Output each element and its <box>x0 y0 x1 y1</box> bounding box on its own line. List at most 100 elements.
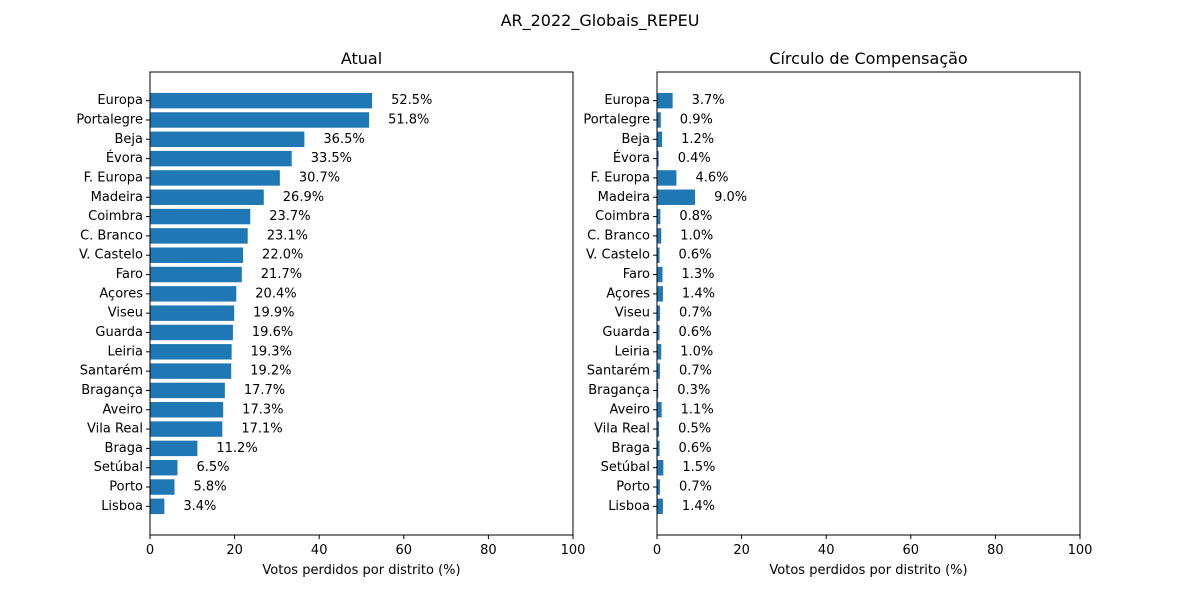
right-bar-13 <box>657 344 662 360</box>
right-x-tick-label-5: 100 <box>1068 543 1093 558</box>
right-value-label-6: 0.8% <box>679 209 712 224</box>
right-bar-8 <box>657 247 660 263</box>
left-value-label-1: 51.8% <box>388 112 429 127</box>
right-bar-5 <box>657 189 696 205</box>
right-value-label-3: 0.4% <box>678 151 711 166</box>
right-x-tick-label-2: 40 <box>818 543 835 558</box>
right-bar-11 <box>657 305 660 321</box>
left-value-label-7: 23.1% <box>267 228 308 243</box>
right-chart-title: Círculo de Compensação <box>769 49 967 68</box>
left-category-label-6: Coimbra <box>88 209 143 224</box>
right-bar-12 <box>657 324 660 341</box>
right-bar-4 <box>657 170 677 186</box>
right-x-tick-label-1: 20 <box>733 543 750 558</box>
right-value-label-16: 1.1% <box>681 402 714 417</box>
right-category-label-17: Vila Real <box>594 422 650 437</box>
right-category-label-10: Açores <box>606 286 650 301</box>
left-value-label-4: 30.7% <box>299 170 340 185</box>
left-value-label-16: 17.3% <box>242 402 283 417</box>
left-value-label-12: 19.6% <box>252 325 293 340</box>
right-category-label-7: C. Branco <box>587 228 650 243</box>
left-bar-6 <box>150 208 251 225</box>
right-bar-19 <box>657 459 664 476</box>
right-value-label-19: 1.5% <box>682 460 715 475</box>
right-value-label-17: 0.5% <box>678 422 711 437</box>
right-bar-16 <box>657 402 662 418</box>
right-bar-17 <box>657 421 660 437</box>
left-category-label-12: Guarda <box>95 325 143 340</box>
right-category-label-9: Faro <box>623 267 650 282</box>
left-value-label-15: 17.7% <box>244 383 285 398</box>
right-category-label-3: Évora <box>613 150 650 166</box>
left-category-label-13: Leiria <box>107 344 143 359</box>
right-value-label-21: 1.4% <box>682 499 715 514</box>
right-bar-3 <box>657 150 659 167</box>
left-bar-0 <box>150 92 373 109</box>
right-value-label-14: 0.7% <box>679 364 712 379</box>
left-value-label-5: 26.9% <box>283 190 324 205</box>
right-x-tick-label-3: 60 <box>903 543 920 558</box>
left-bar-7 <box>150 228 248 244</box>
left-bar-4 <box>150 170 280 186</box>
right-value-label-8: 0.6% <box>679 248 712 263</box>
right-bar-10 <box>657 286 663 302</box>
right-value-label-7: 1.0% <box>680 228 713 243</box>
left-value-label-19: 6.5% <box>196 460 229 475</box>
right-value-label-2: 1.2% <box>681 132 714 147</box>
left-bar-18 <box>150 440 198 457</box>
left-bar-10 <box>150 286 237 302</box>
left-bar-9 <box>150 266 242 283</box>
right-x-tick-label-4: 80 <box>987 543 1004 558</box>
left-bar-21 <box>150 498 165 515</box>
right-bar-0 <box>657 92 673 109</box>
right-bar-2 <box>657 131 663 148</box>
left-category-label-3: Évora <box>106 150 143 166</box>
left-value-label-10: 20.4% <box>255 286 296 301</box>
left-value-label-8: 22.0% <box>262 248 303 263</box>
left-category-label-16: Aveiro <box>103 402 143 417</box>
left-category-label-1: Portalegre <box>76 112 143 127</box>
right-value-label-4: 4.6% <box>695 170 728 185</box>
right-category-label-11: Viseu <box>615 306 650 321</box>
right-category-label-2: Beja <box>622 132 651 147</box>
left-category-label-18: Braga <box>105 441 143 456</box>
left-category-label-7: C. Branco <box>80 228 143 243</box>
right-value-label-13: 1.0% <box>680 344 713 359</box>
left-value-label-20: 5.8% <box>194 480 227 495</box>
left-value-label-21: 3.4% <box>183 499 216 514</box>
right-bar-18 <box>657 440 660 457</box>
left-category-label-21: Lisboa <box>101 499 143 514</box>
left-category-label-17: Vila Real <box>87 422 143 437</box>
left-category-label-0: Europa <box>97 93 143 108</box>
right-value-label-10: 1.4% <box>682 286 715 301</box>
left-category-label-8: V. Castelo <box>79 248 143 263</box>
right-category-label-6: Coimbra <box>595 209 650 224</box>
left-value-label-13: 19.3% <box>251 344 292 359</box>
left-category-label-10: Açores <box>99 286 143 301</box>
left-x-tick-label-0: 0 <box>146 543 154 558</box>
left-bar-20 <box>150 479 175 495</box>
left-bar-17 <box>150 421 223 437</box>
left-bar-1 <box>150 112 370 128</box>
left-value-label-14: 19.2% <box>250 364 291 379</box>
right-bar-6 <box>657 208 661 225</box>
left-x-tick-label-2: 40 <box>311 543 328 558</box>
right-category-label-5: Madeira <box>598 190 650 205</box>
left-value-label-11: 19.9% <box>253 306 294 321</box>
left-bar-11 <box>150 305 235 321</box>
left-category-label-5: Madeira <box>91 190 143 205</box>
left-value-label-9: 21.7% <box>261 267 302 282</box>
left-category-label-19: Setúbal <box>94 460 143 475</box>
left-bar-8 <box>150 247 244 263</box>
right-category-label-0: Europa <box>604 93 650 108</box>
left-bar-3 <box>150 150 292 167</box>
right-bar-20 <box>657 479 660 495</box>
left-bar-19 <box>150 459 178 476</box>
right-value-label-1: 0.9% <box>680 112 713 127</box>
left-bar-15 <box>150 382 225 399</box>
right-value-label-18: 0.6% <box>679 441 712 456</box>
right-value-label-20: 0.7% <box>679 480 712 495</box>
left-x-tick-label-3: 60 <box>396 543 413 558</box>
